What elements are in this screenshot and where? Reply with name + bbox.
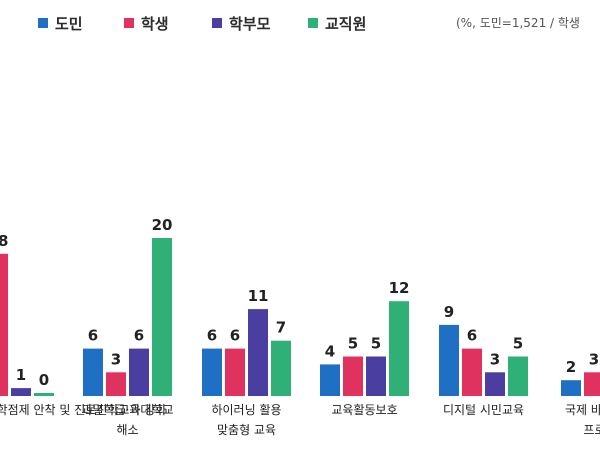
legend-label: 학부모 (229, 14, 271, 33)
legend-label: 학생 (141, 14, 169, 33)
value-label: 20 (152, 216, 173, 234)
legend-swatch (124, 18, 134, 28)
value-label: 12 (389, 279, 410, 297)
bar (584, 372, 600, 396)
value-label: 3 (490, 350, 500, 368)
bar (320, 364, 340, 396)
value-label: 7 (276, 319, 286, 337)
value-label: 5 (513, 335, 523, 353)
value-label: 3 (111, 350, 121, 368)
category-label: 국제 바칼로레아 (565, 403, 600, 417)
value-label: 6 (207, 327, 217, 345)
category-label: 맞춤형 교육 (217, 423, 276, 437)
category-label: 과밀학급·과대학교 (81, 403, 173, 417)
legend-item: 학생 (124, 12, 169, 34)
bar (485, 372, 505, 396)
value-label: 3 (589, 350, 599, 368)
bar (561, 380, 581, 396)
value-label: 11 (248, 287, 269, 305)
legend-swatch (212, 18, 222, 28)
legend-swatch (308, 18, 318, 28)
bar (389, 301, 409, 396)
value-label: 5 (348, 335, 358, 353)
legend-item: 학부모 (212, 12, 270, 34)
bar (34, 393, 54, 396)
legend: 도민 학생 학부모 교직원 (0, 0, 600, 48)
value-label: 6 (467, 327, 477, 345)
legend-item: 도민 (38, 12, 83, 34)
bar (439, 324, 459, 396)
value-label: 9 (444, 303, 454, 321)
bar (343, 356, 363, 396)
bar (11, 388, 31, 396)
value-label: 6 (230, 327, 240, 345)
bar (129, 348, 149, 396)
legend-item: 교직원 (308, 12, 366, 34)
value-label: 5 (371, 335, 381, 353)
legend-swatch (38, 18, 48, 28)
value-label: 6 (88, 327, 98, 345)
bar (225, 348, 245, 396)
category-label: 하이러닝 활용 (211, 403, 281, 417)
bar (83, 348, 103, 396)
legend-label: 교직원 (325, 14, 367, 33)
value-label: 6 (134, 327, 144, 345)
category-label: 선택교육과정 다양화 등 고교학점제 안착 및 진로진학교육 강화 (0, 403, 166, 417)
bar (202, 348, 222, 396)
bar (106, 372, 126, 396)
value-label: 2 (566, 358, 576, 376)
bar (366, 356, 386, 396)
bar (508, 356, 528, 396)
bar (0, 253, 8, 396)
value-label: 4 (325, 342, 335, 360)
legend-note: (%, 도민=1,521 / 학생 (456, 16, 580, 30)
bar (271, 340, 291, 396)
category-label: 교육활동보호 (331, 403, 397, 417)
value-label: 1 (16, 366, 26, 384)
bar (248, 309, 268, 396)
category-label: 디지털 시민교육 (443, 403, 524, 417)
category-label: 프로그램 (583, 423, 600, 437)
bar (152, 238, 172, 396)
category-label: 해소 (116, 423, 138, 437)
bar (462, 348, 482, 396)
value-label: 0 (39, 371, 49, 389)
value-label: 18 (0, 232, 8, 250)
legend-label: 도민 (55, 14, 83, 33)
